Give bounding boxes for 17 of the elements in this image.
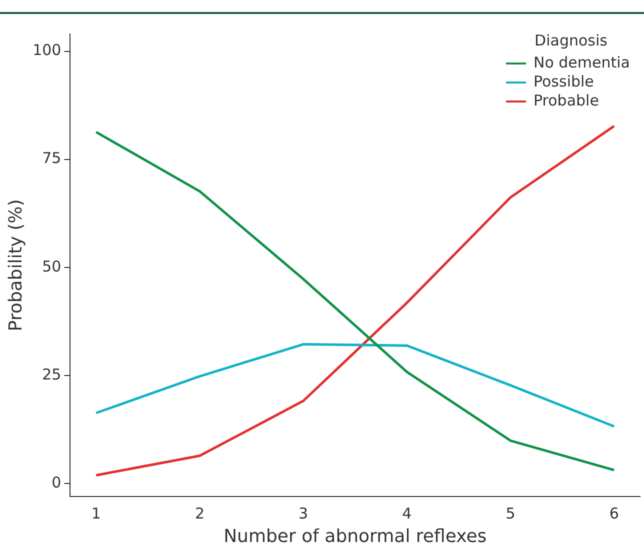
x-tick-label: 4 [402, 504, 412, 522]
y-tick-label: 25 [42, 365, 62, 384]
legend-label: Possible [533, 72, 594, 90]
legend-label: Probable [533, 91, 599, 110]
x-tick-label: 6 [609, 504, 619, 522]
legend-title: Diagnosis [534, 31, 608, 50]
y-tick-label: 50 [42, 257, 62, 276]
y-tick-label: 0 [52, 473, 62, 492]
x-tick-label: 3 [298, 504, 308, 522]
x-axis-title: Number of abnormal reflexes [224, 526, 487, 547]
x-tick-label: 2 [194, 504, 204, 522]
y-tick-label: 100 [32, 41, 62, 60]
y-axis-title: Probability (%) [5, 199, 26, 332]
x-tick-label: 5 [506, 504, 516, 522]
legend-label: No dementia [533, 53, 630, 72]
x-tick-label: 1 [91, 504, 101, 522]
y-tick-label: 75 [42, 149, 62, 168]
